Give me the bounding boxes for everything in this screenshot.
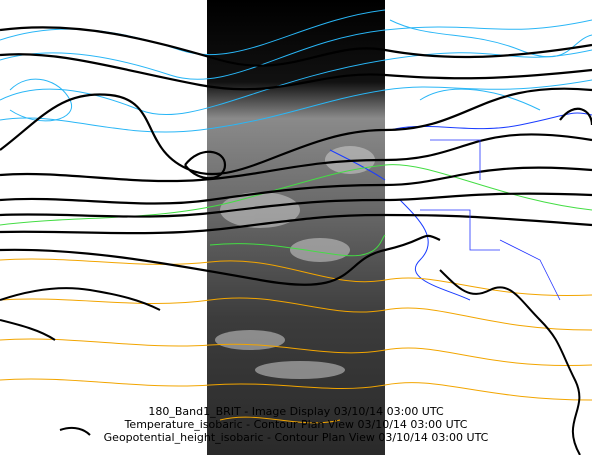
caption-line: 180_Band1_BRIT - Image Display 03/10/14 … (148, 405, 444, 418)
political-borders (420, 139, 561, 301)
temperature-contours-warm (0, 258, 592, 424)
coastlines (0, 269, 581, 455)
caption-line: Temperature_isobaric - Contour Plan View… (124, 418, 468, 431)
caption-line: Geopotential_height_isobaric - Contour P… (104, 431, 489, 444)
temperature-contours-mild (0, 164, 592, 257)
captions: 180_Band1_BRIT - Image Display 03/10/14 … (104, 405, 489, 444)
geopotential-height-contours (0, 26, 592, 286)
